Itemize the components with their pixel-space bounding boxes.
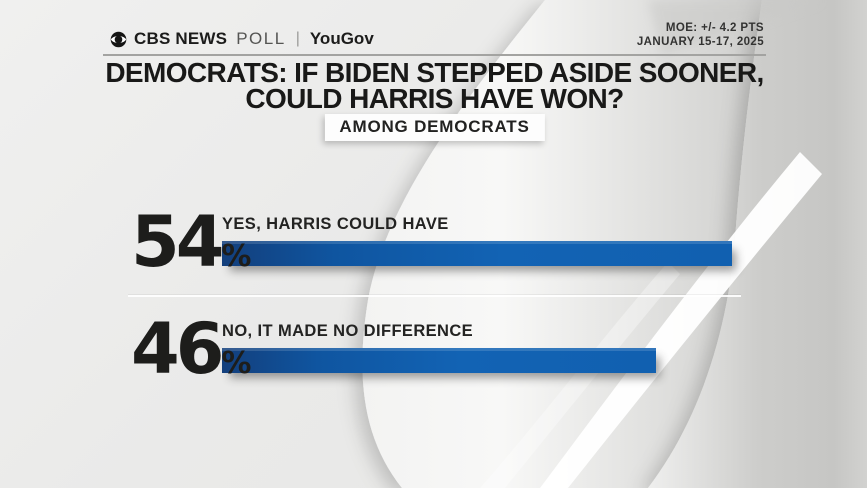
brand-separator: | [295,30,300,47]
swoosh-faint-streak [480,262,680,488]
corner-shade [648,0,822,56]
brand-cbs-news: CBS NEWS [134,29,228,48]
bar-value: 46% [131,314,251,384]
bar-value: 54% [131,207,251,277]
bar-value-percent-sign: % [221,239,252,274]
brand-poll: POLL [236,29,286,48]
bar-chart-row: 46% NO, IT MADE NO DIFFERENCE [131,314,656,392]
bar-value-number: 46 [131,308,224,390]
bar-column: YES, HARRIS COULD HAVE [222,215,732,285]
poll-dates: JANUARY 15-17, 2025 [636,36,764,48]
chart-title-line1: DEMOCRATS: IF BIDEN STEPPED ASIDE SOONER… [105,57,764,88]
bar-value-percent-sign: % [221,346,252,381]
chart-title-line2: COULD HARRIS HAVE WON? [245,83,624,114]
bar-column: NO, IT MADE NO DIFFERENCE [222,322,656,392]
bar-label: YES, HARRIS COULD HAVE [222,215,449,233]
bar-chart-row: 54% YES, HARRIS COULD HAVE [131,207,732,285]
bar-label: NO, IT MADE NO DIFFERENCE [222,322,474,340]
subtitle-badge: AMONG DEMOCRATS [324,114,545,141]
bar [222,348,656,373]
poll-meta: MOE: +/- 4.2 PTS JANUARY 15-17, 2025 [637,21,764,49]
chart-title: DEMOCRATS: IF BIDEN STEPPED ASIDE SOONER… [89,57,780,114]
poll-moe: MOE: +/- 4.2 PTS [665,22,764,34]
bar [222,241,732,266]
header-rule [103,54,766,56]
bar-value-number: 54 [131,201,224,283]
brand-row: CBS NEWS POLL | YouGov [110,29,374,49]
swoosh-white-ribbon [540,152,822,488]
content-area: CBS NEWS POLL | YouGov MOE: +/- 4.2 PTS … [103,0,766,488]
cbs-eye-icon [110,31,127,47]
row-divider [128,295,741,297]
brand-yougov: YouGov [309,29,374,48]
